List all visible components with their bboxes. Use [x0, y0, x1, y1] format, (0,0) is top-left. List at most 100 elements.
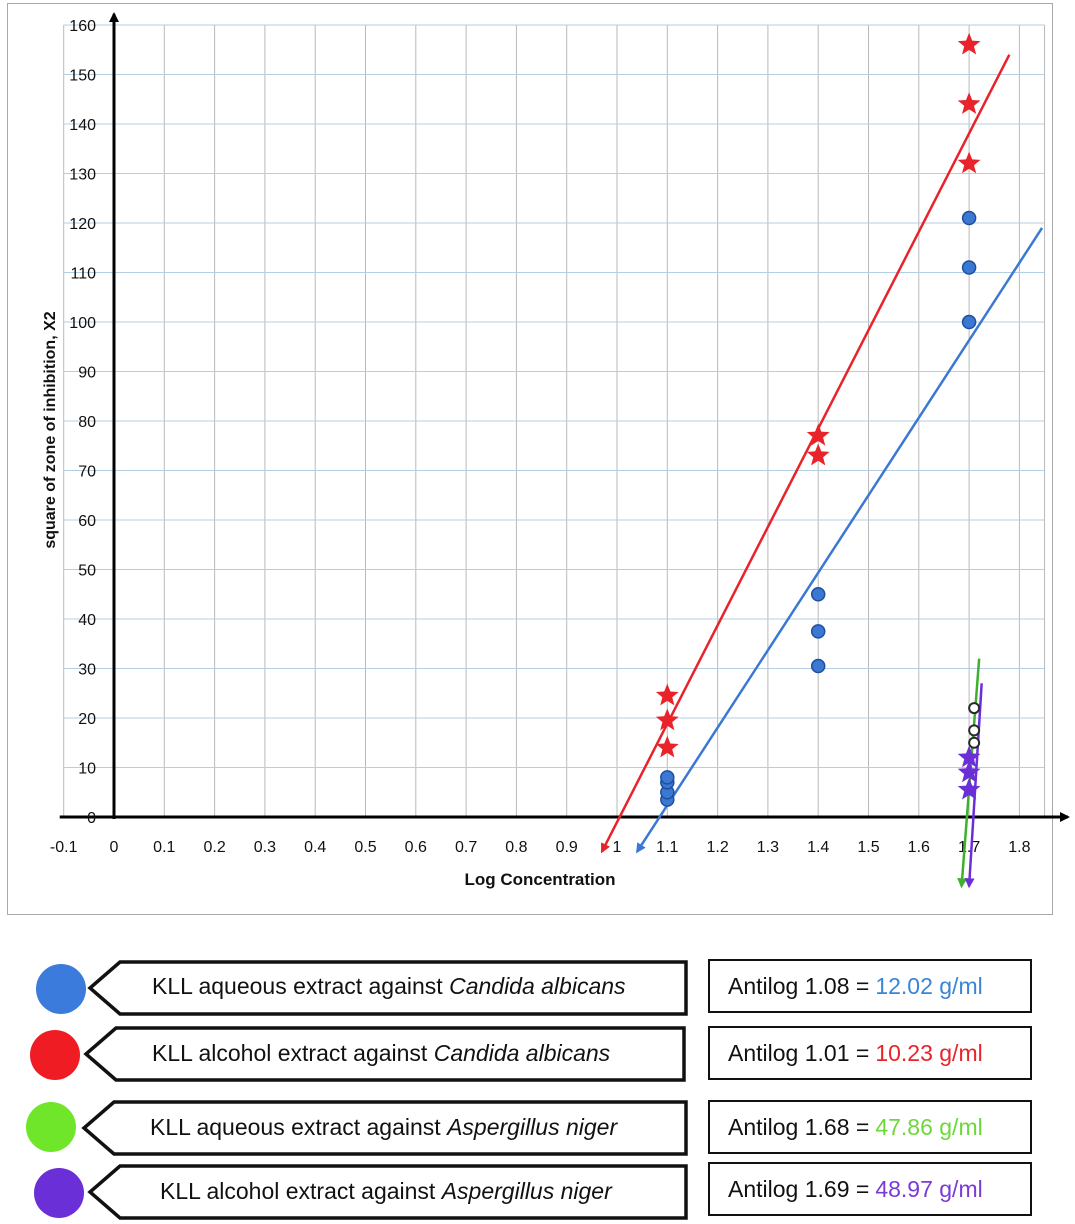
- data-point-star: [806, 423, 830, 446]
- antilog-value: 48.97 g/ml: [875, 1175, 983, 1202]
- legend-label: KLL alcohol extract against Aspergillus …: [160, 1178, 612, 1204]
- y-tick-label: 130: [69, 167, 96, 184]
- y-tick-label: 150: [69, 68, 96, 85]
- antilog-expression: Antilog 1.69 =: [728, 1175, 870, 1202]
- legend-organism: Aspergillus niger: [441, 1178, 612, 1204]
- antilog-expression: Antilog 1.08 =: [728, 972, 870, 999]
- x-tick-label: 1: [613, 839, 622, 856]
- legend-arrow-shape: [87, 960, 688, 1016]
- legend-color-dot: [36, 964, 86, 1014]
- y-tick-label: 60: [78, 513, 96, 530]
- legend-label: KLL aqueous extract against Aspergillus …: [150, 1114, 618, 1140]
- x-tick-label: 0.6: [405, 839, 427, 856]
- legend-arrow-shape: [83, 1026, 686, 1082]
- data-point-circle: [968, 724, 981, 737]
- x-tick-label: 1.8: [1008, 839, 1030, 856]
- data-point-circle: [660, 770, 675, 785]
- antilog-value: 47.86 g/ml: [875, 1113, 983, 1140]
- data-point-star: [957, 32, 981, 55]
- data-point-circle: [961, 260, 977, 275]
- x-tick-label: 1.2: [706, 839, 728, 856]
- legend-label: KLL aqueous extract against Candida albi…: [152, 973, 626, 999]
- legend-arrow-shape: [87, 1164, 688, 1220]
- data-point-circle: [810, 658, 826, 674]
- legend-arrow-box: [81, 1100, 688, 1156]
- data-point-star: [655, 683, 679, 706]
- y-tick-label: 110: [70, 266, 96, 283]
- chart-frame: [7, 3, 1053, 915]
- legend-color-dot: [30, 1030, 80, 1080]
- legend-organism: Candida albicans: [433, 1040, 611, 1066]
- data-point-circle: [968, 702, 981, 715]
- x-tick-label: 0.8: [505, 839, 527, 856]
- x-tick-label: 0.3: [254, 839, 276, 856]
- y-tick-label: 90: [78, 365, 96, 382]
- antilog-result-box: Antilog 1.69 = 48.97 g/ml: [708, 1162, 1032, 1216]
- x-tick-label: 0.1: [153, 839, 175, 856]
- x-tick-label: 1.1: [656, 839, 678, 856]
- data-point-circle: [961, 314, 977, 330]
- x-tick-label: -0.1: [50, 839, 78, 856]
- legend-row: KLL aqueous extract against Candida albi…: [0, 958, 1075, 1018]
- data-point-star: [655, 735, 679, 758]
- legend-row: KLL alcohol extract against Candida albi…: [0, 1024, 1075, 1084]
- data-point-circle: [810, 587, 826, 602]
- legend-color-dot: [34, 1168, 84, 1218]
- y-tick-label: 80: [78, 414, 96, 431]
- y-tick-label: 10: [78, 761, 96, 778]
- x-axis-label: Log Concentration: [464, 870, 615, 889]
- data-point-star: [957, 92, 981, 114]
- antilog-expression: Antilog 1.01 =: [728, 1039, 870, 1066]
- x-tick-label: 0: [110, 839, 119, 856]
- antilog-result-box: Antilog 1.08 = 12.02 g/ml: [708, 959, 1032, 1013]
- x-tick-label: 1.4: [807, 839, 829, 856]
- x-tick-label: 0.2: [203, 839, 225, 856]
- legend-arrow-shape: [81, 1100, 688, 1156]
- data-point-star: [957, 151, 981, 174]
- legend-arrow-box: [87, 1164, 688, 1220]
- legend-row: KLL aqueous extract against Aspergillus …: [0, 1098, 1075, 1158]
- antilog-result-box: Antilog 1.01 = 10.23 g/ml: [708, 1026, 1032, 1080]
- data-point-star: [957, 760, 981, 783]
- x-tick-label: 0.4: [304, 839, 326, 856]
- trend-line: [600, 54, 1011, 854]
- antilog-expression: Antilog 1.68 =: [728, 1113, 870, 1140]
- y-tick-label: 140: [69, 117, 96, 134]
- x-tick-label: 1.6: [908, 839, 930, 856]
- x-tick-label: 0.5: [354, 839, 376, 856]
- y-tick-label: 120: [69, 216, 96, 233]
- antilog-value: 10.23 g/ml: [875, 1039, 983, 1066]
- scatter-chart: -0.1 0 0.1 0.2 0.3 0.4 0.5 0.6 0.7 0.8 0.9 1 1.1 1.2 1…: [42, 12, 1070, 889]
- data-point-circle: [961, 210, 977, 226]
- trend-line: [636, 227, 1044, 854]
- antilog-value: 12.02 g/ml: [875, 972, 983, 999]
- x-tick-label: 0.7: [455, 839, 477, 856]
- data-point-star: [957, 777, 981, 800]
- y-tick-label: 50: [78, 563, 96, 580]
- data-point-circle: [968, 736, 981, 749]
- legend-arrow-box: [87, 960, 688, 1016]
- data-point-star: [957, 745, 981, 768]
- x-tick-label: 1.5: [857, 839, 879, 856]
- y-tick-label: 0: [87, 810, 96, 827]
- legend-arrow-box: [83, 1026, 686, 1082]
- legend-organism: Candida albicans: [449, 973, 626, 999]
- y-tick-label: 40: [78, 612, 96, 629]
- legend-color-dot: [26, 1102, 76, 1152]
- y-tick-label: 160: [69, 18, 96, 35]
- y-tick-label: 30: [78, 662, 96, 679]
- data-point-star: [806, 443, 830, 466]
- y-tick-label: 20: [78, 711, 96, 728]
- legend-row: KLL alcohol extract against Aspergillus …: [0, 1162, 1075, 1222]
- data-point-circle: [810, 624, 826, 639]
- data-point-star: [655, 708, 679, 731]
- x-tick-label: 0.9: [556, 839, 578, 856]
- x-tick-label: 1.7: [958, 839, 980, 856]
- antilog-result-box: Antilog 1.68 = 47.86 g/ml: [708, 1100, 1032, 1154]
- y-tick-label: 100: [69, 315, 96, 332]
- legend-organism: Aspergillus niger: [447, 1114, 618, 1140]
- trend-line: [964, 683, 983, 889]
- y-tick-label: 70: [78, 464, 96, 481]
- x-tick-label: 1.3: [757, 839, 779, 856]
- legend-label: KLL alcohol extract against Candida albi…: [152, 1040, 611, 1066]
